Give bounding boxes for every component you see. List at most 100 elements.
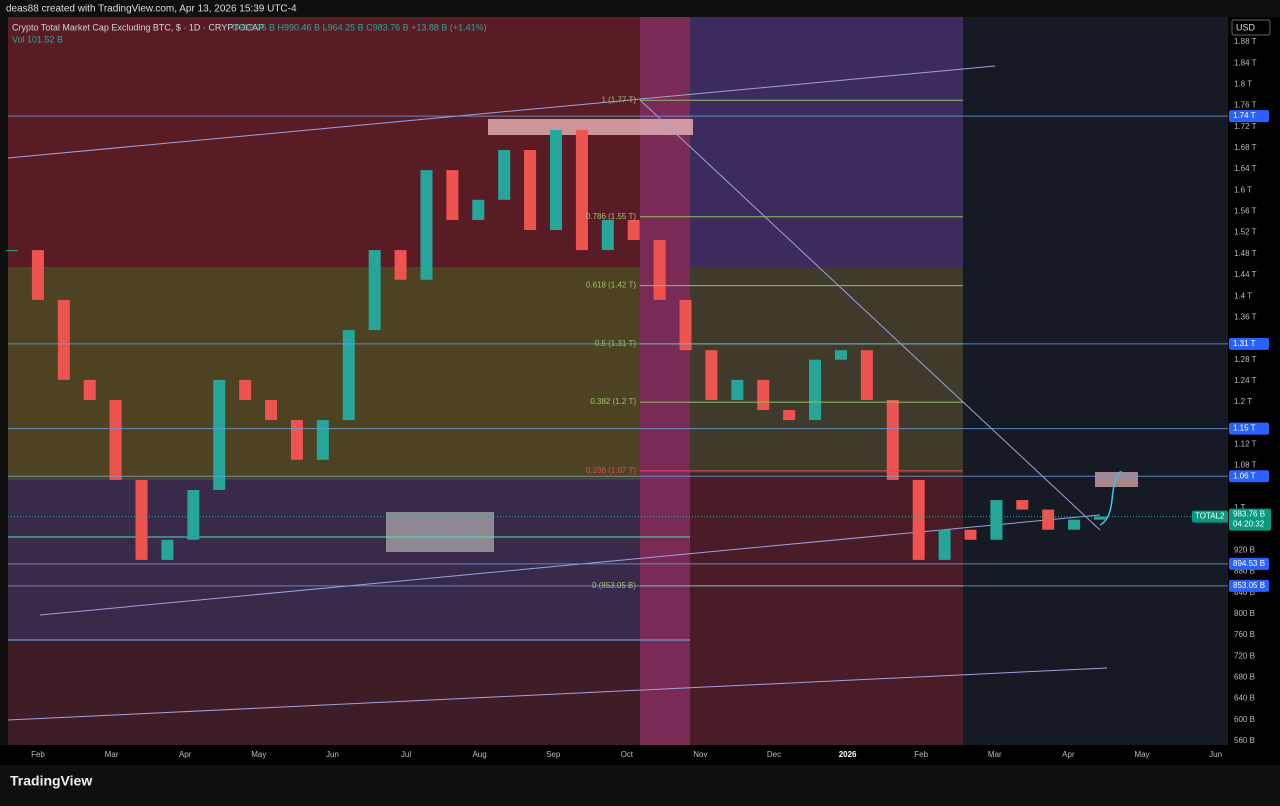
price-tag <box>1229 110 1269 123</box>
fib-label: 0.382 (1.2 T) <box>590 397 636 406</box>
candle <box>368 250 381 331</box>
price-tag-label: 853.05 B <box>1233 581 1265 590</box>
candles <box>6 129 1106 560</box>
candle <box>83 379 96 400</box>
time-label: Mar <box>105 750 119 759</box>
time-label: Mar <box>988 750 1002 759</box>
price-tag <box>1229 470 1269 483</box>
price-tick-label: 1.68 T <box>1234 143 1257 152</box>
time-label: 2026 <box>839 750 857 759</box>
price-tick-label: 1.64 T <box>1234 164 1257 173</box>
price-tag-label: 1.74 T <box>1233 111 1256 120</box>
fib-label: 0.618 (1.42 T) <box>586 281 636 290</box>
candle <box>265 399 278 421</box>
price-tag-label: 1.31 T <box>1233 339 1256 348</box>
candle <box>420 170 433 280</box>
price-tick-label: 1.6 T <box>1234 185 1252 194</box>
fib-label: 0.786 (1.55 T) <box>586 212 636 221</box>
price-tick-label: 600 B <box>1234 715 1255 724</box>
price-tick-label: 800 B <box>1234 609 1255 618</box>
price-tick-label: 1.4 T <box>1234 291 1252 300</box>
symbol-name: TOTAL2 <box>1195 512 1225 521</box>
fib-label: 1 (1.77 T) <box>601 95 636 104</box>
zone-mid <box>690 267 963 480</box>
brand: TradingView <box>10 773 92 789</box>
price-tick-label: 1.84 T <box>1234 58 1257 67</box>
projection <box>1099 471 1123 526</box>
candle <box>653 240 666 300</box>
time-label: Apr <box>1062 750 1075 759</box>
fib-label: 0.236 (1.07 T) <box>586 466 636 475</box>
candle <box>575 129 588 251</box>
time-label: Nov <box>693 750 707 759</box>
price-tick-label: 720 B <box>1234 651 1255 660</box>
time-label: Oct <box>621 750 634 759</box>
zone-red <box>8 17 640 267</box>
last-price-tag <box>1229 508 1271 531</box>
price-tick-label: 1.48 T <box>1234 249 1257 258</box>
candle <box>161 539 174 560</box>
trend-line <box>7 65 996 159</box>
candle <box>213 379 226 490</box>
candle <box>731 379 744 400</box>
time-label: May <box>251 750 266 759</box>
currency: USD <box>1236 22 1256 32</box>
candle <box>31 250 44 300</box>
candle <box>290 420 303 460</box>
time-label: Dec <box>767 750 781 759</box>
price-tick-label: 880 B <box>1234 567 1255 576</box>
candle <box>679 299 692 351</box>
trend-line <box>7 667 1108 721</box>
candle <box>627 219 640 241</box>
candle <box>550 129 562 230</box>
candle <box>135 479 148 560</box>
time-label: Feb <box>31 750 45 759</box>
zone-purple <box>8 480 640 640</box>
candle <box>57 299 70 380</box>
last-price: 983.76 B <box>1233 510 1265 519</box>
candle <box>912 479 925 560</box>
resistance-box <box>488 119 693 135</box>
price-tick-label: 1 T <box>1234 503 1246 512</box>
symbol-tag <box>1192 510 1228 523</box>
candle <box>1042 509 1055 530</box>
candle <box>472 199 485 220</box>
price-tick-label: 1.72 T <box>1234 122 1257 131</box>
target-box <box>1095 472 1138 487</box>
candle <box>964 529 977 540</box>
time-label: Jun <box>326 750 339 759</box>
price-tag <box>1229 337 1269 350</box>
candle <box>239 379 252 400</box>
candle <box>705 350 718 400</box>
chart-area <box>7 17 1228 745</box>
candle <box>809 359 822 421</box>
candle <box>886 399 899 480</box>
price-tick-label: 1.8 T <box>1234 79 1252 88</box>
candle <box>316 420 329 460</box>
candle <box>498 150 511 200</box>
price-tick-label: 760 B <box>1234 630 1255 639</box>
candle <box>1016 500 1029 510</box>
price-tick-label: 1.24 T <box>1234 376 1257 385</box>
support-box <box>386 512 494 552</box>
candle <box>446 170 459 220</box>
currency-button[interactable] <box>1231 19 1271 36</box>
candle <box>342 330 355 421</box>
price-tick-label: 680 B <box>1234 673 1255 682</box>
candle <box>6 250 18 252</box>
price-tag-label: 1.15 T <box>1233 424 1256 433</box>
price-tick-label: 1.88 T <box>1234 37 1257 46</box>
legend-volume: Vol 101.52 B <box>12 34 63 44</box>
candle <box>394 250 407 280</box>
time-label: Jun <box>1209 750 1222 759</box>
time-label: Feb <box>914 750 928 759</box>
price-tag <box>1229 579 1269 592</box>
price-tick-label: 1.12 T <box>1234 440 1257 449</box>
legend-ohlc: O969.76 B H990.46 B L964.25 B C983.76 B … <box>232 22 487 32</box>
price-tag <box>1229 557 1269 570</box>
time-axis <box>0 745 1280 765</box>
candle <box>757 379 770 411</box>
candle <box>860 350 873 400</box>
candle <box>524 150 537 230</box>
